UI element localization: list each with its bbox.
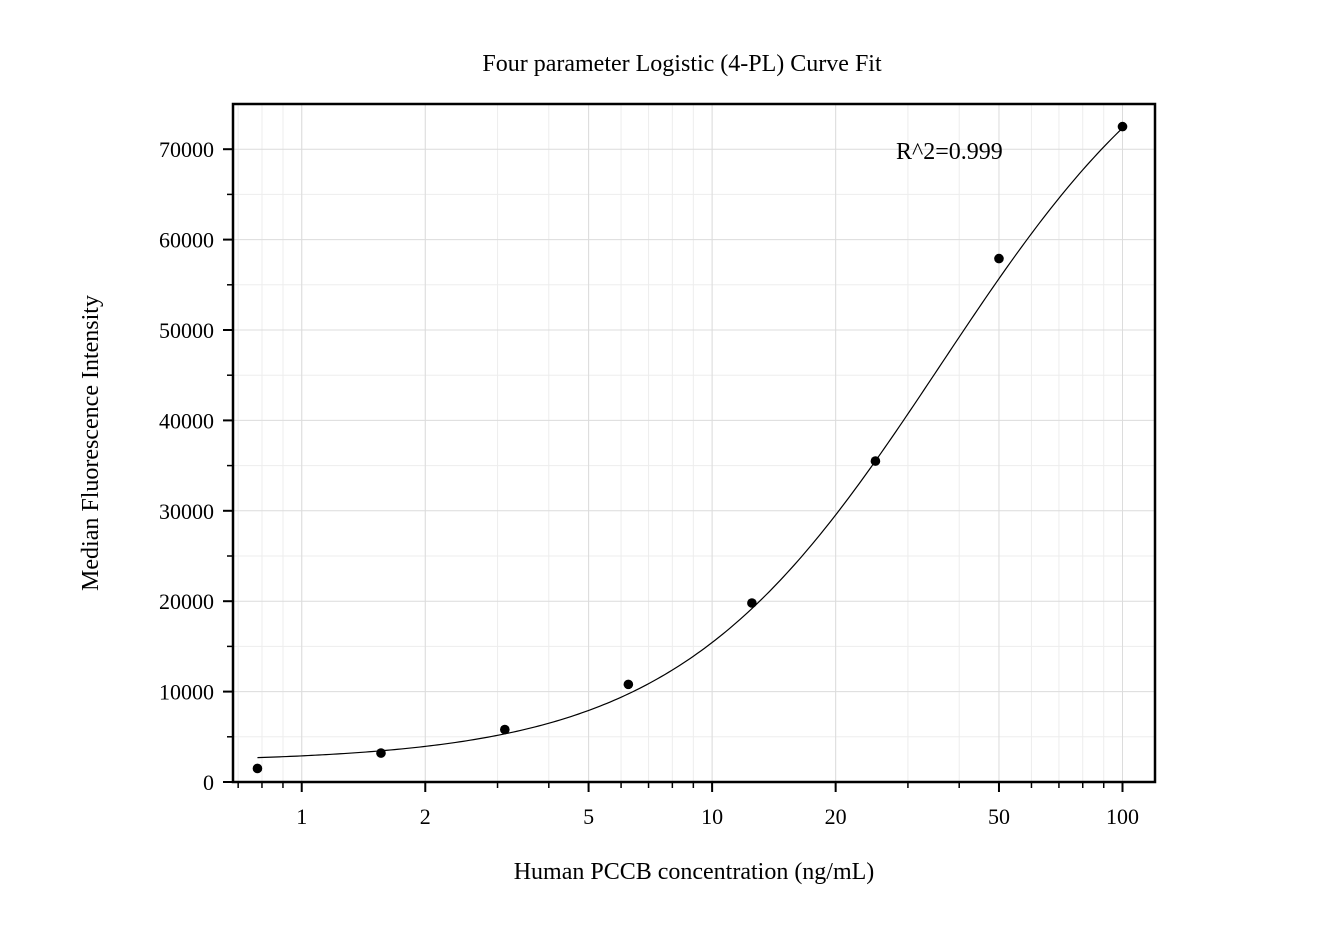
data-point (994, 253, 1004, 264)
minor-grid (233, 104, 1155, 782)
data-points-layer (252, 121, 1128, 774)
data-point (870, 456, 881, 466)
data-point (252, 763, 263, 774)
r-squared-annotation: R^2=0.999 (896, 139, 1003, 165)
data-point (500, 724, 510, 735)
chart-title: Four parameter Logistic (4-PL) Curve Fit (482, 51, 882, 77)
plot-frame (231, 102, 1157, 784)
x-tick-label: 1 (296, 804, 307, 829)
y-tick-label: 20000 (159, 589, 214, 614)
data-point (747, 598, 757, 608)
x-tick-label: 10 (701, 804, 723, 829)
y-axis-label: Median Fluorescence Intensity (78, 295, 104, 591)
axis-ticks (223, 148, 1124, 792)
data-point (1117, 121, 1128, 132)
y-tick-label: 30000 (159, 499, 214, 524)
y-tick-label: 60000 (159, 228, 214, 253)
y-tick-label: 70000 (159, 137, 214, 162)
y-tick-label: 50000 (159, 318, 214, 343)
y-tick-label: 40000 (159, 408, 214, 433)
y-tick-label: 10000 (159, 680, 214, 705)
x-tick-label: 100 (1106, 804, 1139, 829)
tick-labels: 1 2 5 10 20 50 100 0 10000 20000 30000 40000 50000 60… (159, 137, 1139, 829)
fit-curve-layer (257, 127, 1123, 759)
y-tick-label: 0 (203, 770, 214, 795)
x-tick-label: 50 (988, 804, 1010, 829)
data-point (376, 748, 386, 758)
data-point (623, 679, 634, 690)
fit-curve-line (257, 127, 1123, 759)
x-tick-label: 20 (825, 804, 847, 829)
major-grid (233, 104, 1155, 783)
x-tick-label: 2 (420, 804, 431, 829)
x-axis-label: Human PCCB concentration (ng/mL) (514, 859, 875, 885)
x-tick-label: 5 (583, 804, 594, 829)
